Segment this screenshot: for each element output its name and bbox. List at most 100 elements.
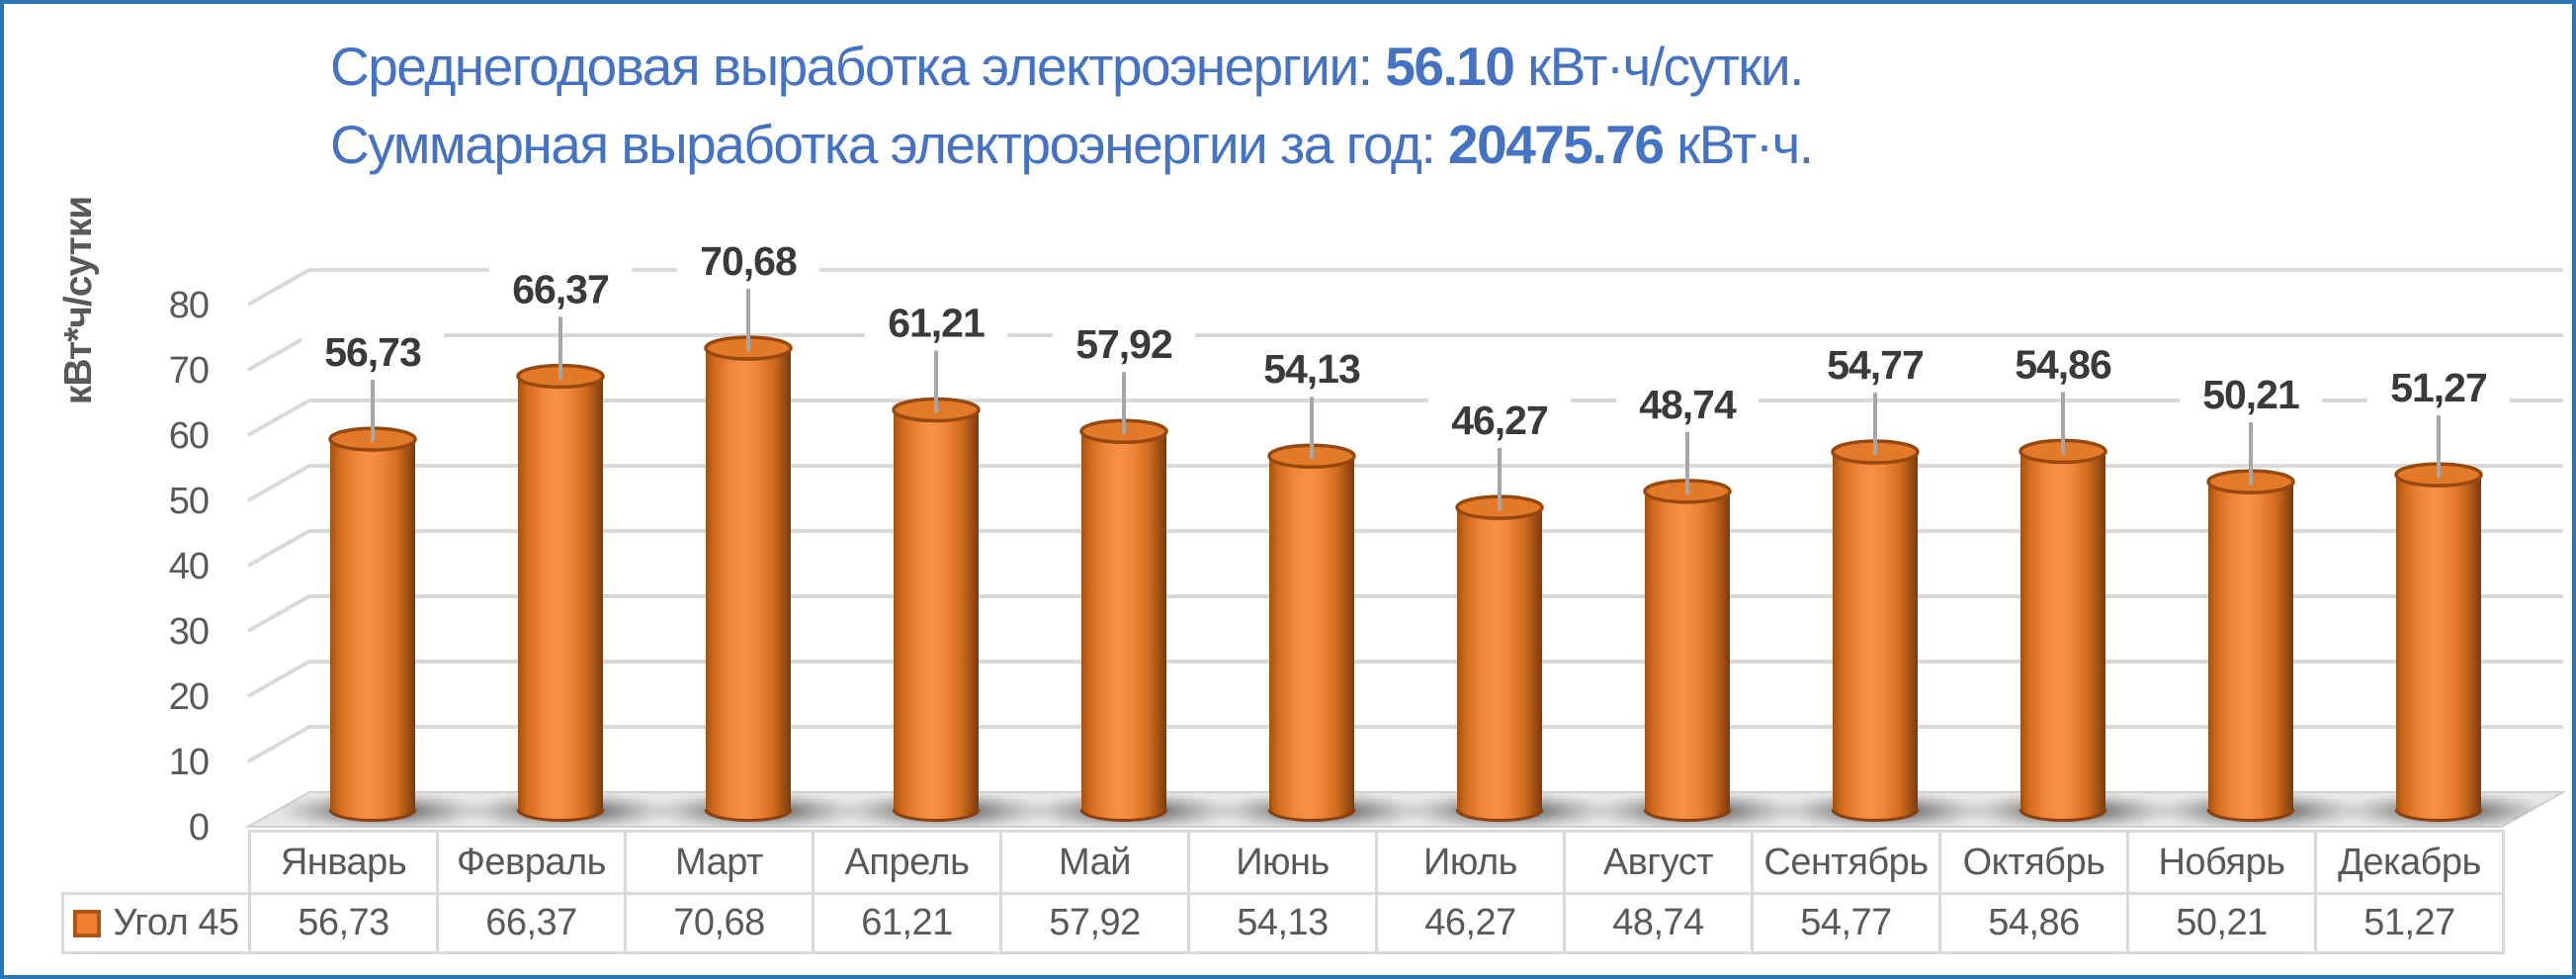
bar-value-label: 51,27 [2390,365,2487,410]
cylinder-body [2208,482,2293,821]
title-2-value: 20475.76 [1448,114,1665,175]
value-label-halo [1992,340,2134,391]
value-label-halo [1241,345,1383,396]
table-value-cell: 57,92 [999,892,1190,954]
month-header-cell: Май [999,830,1190,895]
cylinder-body [1457,507,1542,821]
month-header-cell: Нобярь [2126,830,2317,895]
title-1-value: 56.10 [1385,36,1515,97]
cylinder-bar: 57,92 [1053,320,1195,822]
cylinder-bottom-rim [1267,809,1356,822]
cylinder-bottom-rim [892,809,981,822]
gridline [247,660,2563,698]
value-label-halo [1616,380,1759,430]
gridline [247,464,2563,502]
month-header-cell: Сентябрь [1751,830,1941,895]
cylinder-body [2396,475,2481,821]
title-2-units: кВт·ч. [1663,114,1814,175]
cylinder-bottom-rim [704,809,793,822]
value-label-halo [301,328,444,379]
table-value-cell: 51,27 [2314,892,2505,954]
table-value-cell: 66,37 [436,892,627,954]
gridline [247,529,2563,568]
y-tick-label: 10 [169,742,209,783]
y-tick-label: 80 [169,285,209,326]
cylinder-body [894,409,979,821]
cylinder-body [330,439,415,821]
table-value-cell: 46,27 [1375,892,1566,954]
y-tick-label: 40 [169,546,209,587]
cylinder-body [1269,456,1354,821]
cylinder-bottom-rim [328,809,417,822]
cylinder-bar: 61,21 [865,299,1007,822]
cylinder-bottom-rim [1831,809,1920,822]
table-value-cell: 50,21 [2126,892,2317,954]
title-line-2: Суммарная выработка электроэнергии за го… [330,106,1814,184]
value-label-halo [865,299,1007,349]
cylinder-body [1645,490,1730,821]
month-header-cell: Август [1563,830,1754,895]
table-value-cell: 56,73 [248,892,439,954]
value-label-halo [1428,397,1571,447]
y-tick-label: 70 [169,350,209,392]
legend-series-label: Угол 45 [113,902,239,943]
month-header-cell: Февраль [436,830,627,895]
bar-value-label: 54,86 [2015,341,2111,387]
cylinder-bar: 54,13 [1241,345,1383,822]
title-1-units: кВт·ч/сутки. [1513,36,1804,97]
y-tick-label: 60 [169,415,209,457]
month-header-cell: Март [624,830,815,895]
gridline [247,725,2563,763]
cylinder-bar: 48,74 [1616,380,1759,822]
value-label-halo [489,265,632,315]
table-value-cell: 54,86 [1938,892,2129,954]
value-label-halo [677,237,819,288]
month-header-cell: Июнь [1187,830,1378,895]
bar-value-label: 54,77 [1827,342,1924,388]
cylinder-bar: 46,27 [1428,397,1571,822]
table-value-cell: 54,13 [1187,892,1378,954]
gridline [247,268,2563,307]
bar-value-label: 48,74 [1639,382,1737,427]
cylinder-bar: 54,77 [1804,341,1946,822]
title-line-1: Среднегодовая выработка электроэнергии: … [330,28,1813,106]
cylinder-bottom-rim [1079,809,1168,822]
y-tick-label: 20 [169,676,209,718]
bar-value-label: 66,37 [512,266,609,312]
bar-value-label: 54,13 [1263,346,1360,392]
title-1-text: Среднегодовая выработка электроэнергии: [330,36,1386,97]
cylinder-bar: 56,73 [301,328,444,822]
month-header-cell: Октябрь [1938,830,2129,895]
month-header-cell: Декабрь [2314,830,2505,895]
month-header-cell: Январь [248,830,439,895]
cylinder-bottom-rim [1455,809,1544,822]
gridline [247,399,2563,437]
y-tick-label: 50 [169,481,209,522]
y-axis-title: кВт*ч/сутки [57,197,100,404]
gridline [247,594,2563,633]
value-label-halo [2180,371,2322,421]
cylinder-bar: 51,27 [2367,364,2510,822]
chart-title: Среднегодовая выработка электроэнергии: … [330,28,1814,184]
cylinder-bar: 50,21 [2180,371,2322,822]
table-value-cell: 70,68 [624,892,815,954]
legend-swatch [73,909,102,937]
legend-cell: Угол 45 [61,892,251,954]
table-value-cell: 61,21 [812,892,1002,954]
cylinder-body [706,348,791,821]
cylinder-bar: 66,37 [489,265,632,822]
bar-value-label: 46,27 [1451,398,1548,443]
cylinder-bottom-rim [516,809,605,822]
chart-plot: 56,73 66,37 70,68 61,21 57,92 54,13 46,27 48,74… [57,197,2567,848]
month-header-cell: Июль [1375,830,1566,895]
value-label-halo [1804,341,1946,392]
month-header-cell: Апрель [812,830,1002,895]
cylinder-bottom-rim [2394,809,2483,822]
cylinder-bottom-rim [1643,809,1732,822]
value-label-halo [1053,320,1195,371]
cylinder-body [1833,452,1918,821]
y-tick-label: 30 [169,611,209,653]
bar-value-label: 61,21 [888,301,985,346]
bar-value-label: 57,92 [1075,321,1172,367]
